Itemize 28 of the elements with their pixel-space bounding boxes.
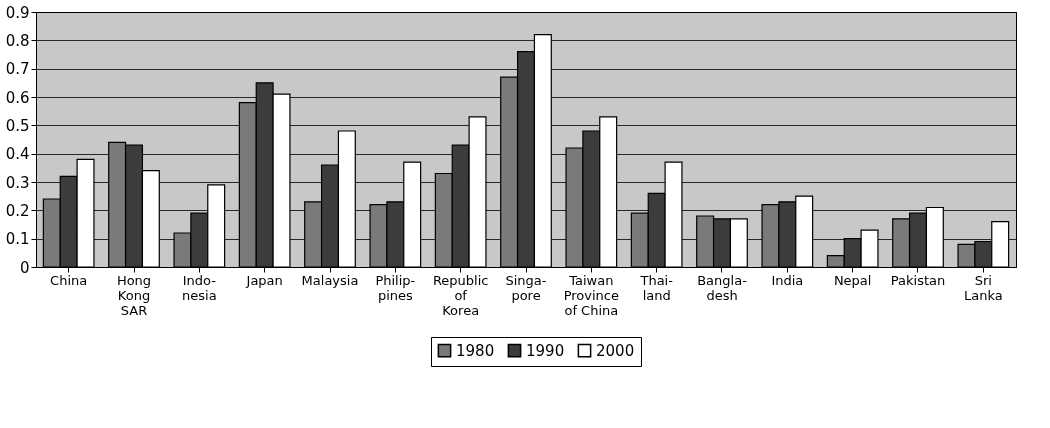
x-tick-label: Pakistan bbox=[890, 272, 946, 288]
y-tick-label: 0.4 bbox=[5, 145, 30, 164]
y-tick-label: 0.1 bbox=[5, 230, 30, 249]
x-tick-label: Republic of Korea bbox=[432, 272, 489, 318]
x-tick-label: Nepal bbox=[833, 272, 872, 288]
x-tick-label: Japan bbox=[245, 272, 283, 288]
legend-label: 1980 bbox=[456, 341, 495, 360]
x-tick-label: Taiwan Province of China bbox=[563, 272, 619, 318]
y-tick-label: 0.3 bbox=[5, 173, 30, 192]
x-tick-label: Thai- land bbox=[639, 272, 674, 303]
x-tick-label: China bbox=[50, 272, 88, 288]
y-tick-label: 0.5 bbox=[5, 116, 30, 135]
x-tick-label: Indo- nesia bbox=[182, 272, 217, 303]
y-tick-label: 0.7 bbox=[5, 60, 30, 79]
x-tick-label: Philip- pines bbox=[375, 272, 416, 303]
y-tick-label: 0.6 bbox=[5, 88, 30, 107]
y-tick-label: 0.8 bbox=[5, 31, 30, 50]
y-tick-label: 0.2 bbox=[5, 201, 30, 220]
x-tick-label: Singa- pore bbox=[505, 272, 547, 303]
legend-label: 2000 bbox=[596, 341, 635, 360]
legend-label: 1990 bbox=[526, 341, 565, 360]
x-tick-label: Malaysia bbox=[301, 272, 359, 288]
y-tick-label: 0.9 bbox=[5, 3, 30, 22]
x-tick-label: India bbox=[771, 272, 804, 288]
x-tick-label: Hong Kong SAR bbox=[116, 272, 152, 318]
x-tick-label: Sri Lanka bbox=[963, 272, 1003, 303]
y-tick-label: 0 bbox=[19, 258, 30, 277]
x-tick-label: Bangla- desh bbox=[697, 272, 748, 303]
